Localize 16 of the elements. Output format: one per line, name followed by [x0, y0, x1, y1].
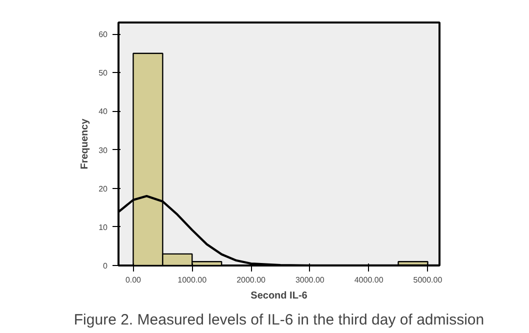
- x-tick-label: 0.00: [125, 276, 142, 284]
- x-tick-label: 5000.00: [413, 276, 443, 284]
- y-tick-label: 30: [98, 146, 108, 155]
- y-tick-label: 10: [98, 222, 108, 232]
- y-tick-label: 40: [98, 107, 108, 116]
- y-tick-label: 20: [98, 184, 108, 194]
- y-tick-label: 60: [98, 30, 108, 40]
- caption: Figure 2. Measured levels of IL-6 in the third day of admission: [74, 312, 484, 328]
- x-tick-label: 4000.00: [354, 276, 384, 284]
- x-tick-label: 1000.00: [178, 276, 208, 284]
- y-tick-label: 50: [98, 68, 108, 78]
- x-tick-label: 2000.00: [236, 276, 266, 284]
- y-axis-title: Frequency: [80, 118, 91, 170]
- x-axis-title: Second IL-6: [250, 290, 308, 302]
- y-tick-label: 0: [103, 262, 108, 270]
- x-tick-label: 3000.00: [295, 276, 325, 284]
